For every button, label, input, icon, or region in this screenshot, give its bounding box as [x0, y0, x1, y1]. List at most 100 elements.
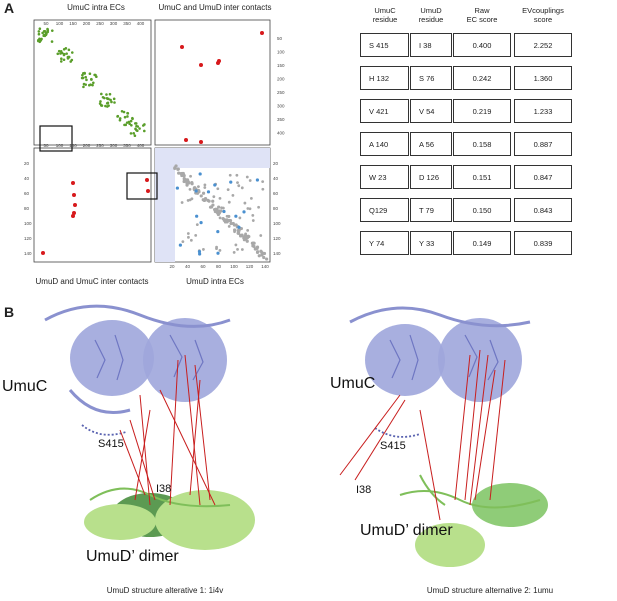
ec-dot: [259, 234, 263, 237]
ec-dot: [203, 183, 207, 187]
ec-dot: [251, 244, 255, 248]
table-cell: 0.839: [514, 231, 572, 255]
tick-label: 100: [273, 221, 281, 226]
contact-dot: [146, 189, 150, 193]
ec-dot: [253, 247, 257, 251]
ec-dot: [39, 39, 43, 42]
zoom-box-right: [126, 172, 158, 200]
ec-dot: [229, 180, 233, 184]
ec-dot: [112, 97, 116, 101]
axis-ticks: 50 100 150 200 250 300 350 400 50 100 150 200 250 300…: [24, 21, 285, 269]
tick-label: 250: [96, 21, 104, 26]
table-cell: I 38: [410, 33, 452, 57]
ec-dot: [216, 251, 220, 255]
tick-label: 350: [277, 117, 285, 122]
umud-dimer-label-left: UmuD’ dimer: [86, 548, 179, 565]
ec-dot: [259, 249, 263, 253]
ec-dot: [231, 193, 235, 197]
ec-dot: [126, 115, 129, 118]
ec-dot: [109, 98, 112, 102]
ec-dot: [237, 184, 241, 188]
ec-dot: [213, 183, 217, 187]
ec-dot: [243, 201, 247, 205]
residue-i38-right: I38: [356, 484, 372, 496]
ec-dot: [37, 32, 41, 36]
tick-label: 150: [69, 21, 77, 26]
tick-label: 140: [261, 264, 269, 269]
title-umud-umuc-inter: UmuD and UmuC inter contacts: [35, 277, 149, 286]
ec-dot: [182, 177, 187, 182]
ec-dot: [249, 196, 253, 200]
table-cell: 0.847: [514, 165, 572, 189]
panel-letter-a: A: [4, 0, 15, 16]
tick-label: 300: [110, 21, 118, 26]
ec-dot: [225, 214, 229, 218]
ec-dot: [56, 52, 60, 56]
ec-dot: [234, 243, 238, 247]
ec-dot: [248, 179, 252, 182]
tick-label: 50: [277, 36, 283, 41]
ec-dot: [127, 120, 131, 124]
ec-dot: [62, 58, 66, 62]
table-cell: 0.151: [453, 165, 511, 189]
tick-label: 300: [277, 104, 285, 109]
ec-dot: [227, 224, 231, 228]
ec-dot: [180, 201, 184, 204]
header-raw-ec-score: Raw EC score: [466, 6, 498, 24]
ec-dot: [227, 200, 231, 204]
ec-dot: [84, 83, 87, 86]
contact-dot: [199, 140, 203, 144]
residue-s415-right: S415: [380, 440, 406, 452]
contact-dot: [41, 251, 45, 255]
quadrant-umud-umuc: [33, 147, 152, 263]
ec-dot: [50, 29, 54, 32]
ec-dot: [108, 92, 112, 96]
table-cell: 1.360: [514, 66, 572, 90]
ec-dot: [218, 216, 222, 220]
table-cell: S 415: [360, 33, 409, 57]
ec-dot: [85, 78, 88, 82]
ec-dot: [64, 47, 68, 50]
ec-dot: [107, 97, 110, 101]
tick-label: 40: [273, 176, 279, 181]
ec-dot: [199, 221, 203, 225]
table-cell: 0.242: [453, 66, 511, 90]
ec-dot: [222, 218, 226, 222]
ec-dot: [186, 199, 190, 202]
ec-dot: [100, 92, 103, 96]
ec-dot: [201, 198, 205, 202]
ec-dot: [82, 85, 85, 89]
ec-dot: [131, 116, 134, 120]
table-cell: V 421: [360, 99, 409, 123]
contact-lines-right: [339, 349, 506, 521]
ec-dot: [231, 221, 235, 226]
tick-label: 140: [24, 251, 32, 256]
ec-dot: [134, 122, 138, 125]
ec-dot: [190, 180, 194, 185]
tick-label: 120: [24, 236, 32, 241]
ec-dot: [246, 228, 250, 232]
ec-dot: [138, 127, 141, 130]
contact-dot: [217, 59, 221, 63]
quadrant-umuc-umud: [154, 19, 271, 146]
umuc-label-left: UmuC: [2, 378, 48, 395]
ec-dot: [42, 34, 46, 38]
tick-label: 150: [69, 143, 77, 148]
ec-dot: [228, 173, 232, 177]
tick-label: 400: [137, 21, 145, 26]
residue-i38-left: I38: [156, 483, 172, 495]
ec-dot: [262, 251, 267, 256]
ec-dot: [57, 49, 61, 53]
table-cell: 0.843: [514, 198, 572, 222]
table-cell: 1.233: [514, 99, 572, 123]
ec-dot: [105, 93, 108, 96]
ec-dot: [181, 240, 185, 244]
ec-dot: [214, 207, 218, 211]
table-cell: V 54: [410, 99, 452, 123]
ec-dot: [261, 187, 265, 191]
ec-dot: [216, 212, 221, 217]
ec-dot: [194, 189, 198, 193]
ec-dot: [216, 230, 220, 234]
umud-dimer-label-right: UmuD’ dimer: [360, 522, 453, 539]
umuc-label-right: UmuC: [330, 375, 376, 392]
